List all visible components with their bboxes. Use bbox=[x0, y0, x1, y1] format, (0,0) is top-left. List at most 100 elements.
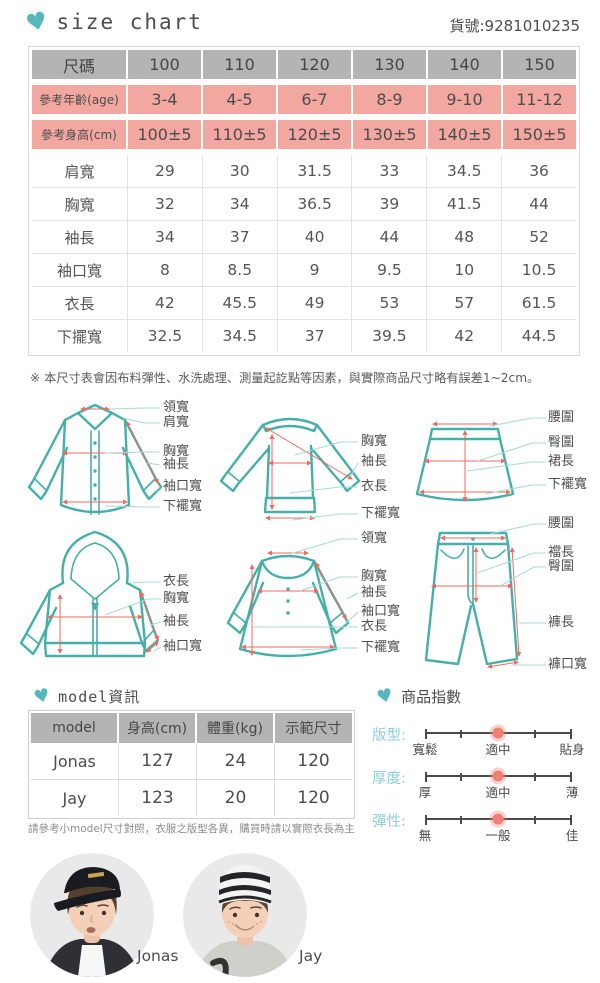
age-value: 11-12 bbox=[503, 85, 576, 114]
cell-value: 37 bbox=[202, 221, 278, 253]
size-col-label: 尺碼 bbox=[32, 50, 128, 79]
height-value: 130±5 bbox=[353, 120, 428, 149]
measure-label: 下襬寬 bbox=[361, 506, 401, 521]
col-height: 身高(cm) bbox=[119, 713, 197, 743]
measure-label: 胸寬 bbox=[163, 444, 190, 459]
slider-option: 薄 bbox=[565, 785, 579, 800]
slider-option: 無 bbox=[418, 828, 432, 843]
slider-option: 貼身 bbox=[559, 742, 585, 757]
measure-label: 臀圍 bbox=[548, 435, 575, 450]
cell-value: 57 bbox=[427, 287, 503, 319]
col-model: model bbox=[31, 713, 119, 743]
table-row: 肩寬 29 30 31.5 33 34.5 36 bbox=[32, 155, 576, 188]
slider-value-dot bbox=[492, 813, 504, 825]
height-value: 110±5 bbox=[203, 120, 278, 149]
slider-tick bbox=[460, 730, 462, 738]
measure-label: 襠長 bbox=[548, 545, 575, 560]
row-label: 袖口寬 bbox=[32, 254, 128, 286]
size-120: 120 bbox=[278, 50, 353, 79]
heart-icon: ♥ bbox=[374, 683, 396, 709]
slider-tick bbox=[570, 815, 572, 825]
measurement-diagrams: 領寬 肩寬 胸寬 袖長 袖口寬 下襬寬 胸寬 袖長 衣長 下襬寬 腰圍 臀圍 裙… bbox=[0, 393, 600, 685]
measure-label: 領寬 bbox=[163, 400, 190, 415]
model-info-note: 請參考小model尺寸對照，衣服之版型各異，購買時請以實際衣長為主 bbox=[28, 823, 355, 835]
measure-label: 裙長 bbox=[548, 454, 575, 469]
cell-value: 34 bbox=[202, 188, 278, 220]
row-label: 下擺寬 bbox=[32, 320, 128, 352]
product-index-title-text: 商品指數 bbox=[401, 688, 462, 706]
cell-value: 40 bbox=[277, 221, 353, 253]
age-value: 6-7 bbox=[278, 85, 353, 114]
cell-value: 42 bbox=[427, 320, 503, 352]
model-weight: 20 bbox=[197, 780, 275, 816]
cell-value: 32.5 bbox=[128, 320, 203, 352]
cell-value: 30 bbox=[202, 155, 278, 187]
model-demo-size: 120 bbox=[275, 743, 352, 779]
height-value: 120±5 bbox=[278, 120, 353, 149]
size-100: 100 bbox=[128, 50, 203, 79]
measure-label: 下襬寬 bbox=[548, 477, 588, 492]
col-demo-size: 示範尺寸 bbox=[275, 713, 352, 743]
shirt-diagram bbox=[27, 403, 163, 515]
slider-option: 厚 bbox=[418, 785, 432, 800]
cell-value: 42 bbox=[128, 287, 203, 319]
model-info-title-text: model資訊 bbox=[58, 688, 141, 706]
slider-option: 適中 bbox=[485, 785, 511, 800]
model-info-title: ♥ model資訊 bbox=[32, 684, 141, 708]
measure-label: 腰圍 bbox=[548, 410, 575, 425]
measure-label: 褲口寬 bbox=[548, 657, 588, 672]
cell-value: 9.5 bbox=[352, 254, 428, 286]
slider-label: 厚度: bbox=[372, 771, 406, 787]
slider-tick bbox=[534, 773, 536, 781]
cell-value: 49 bbox=[277, 287, 353, 319]
age-value: 3-4 bbox=[128, 85, 203, 114]
table-row: 下擺寬 32.5 34.5 37 39.5 42 44.5 bbox=[32, 320, 576, 352]
cell-value: 61.5 bbox=[502, 287, 576, 319]
table-row: 衣長 42 45.5 49 53 57 61.5 bbox=[32, 287, 576, 320]
model-height: 123 bbox=[119, 780, 197, 816]
table-row: Jonas 127 24 120 bbox=[31, 743, 352, 780]
age-value: 8-9 bbox=[353, 85, 428, 114]
model-photo-jay bbox=[183, 853, 307, 977]
height-value: 150±5 bbox=[503, 120, 576, 149]
measure-label: 下襬寬 bbox=[361, 640, 401, 655]
slider-option: 一般 bbox=[485, 828, 511, 843]
model-photo-name: Jonas bbox=[137, 947, 179, 965]
age-row: 參考年齡(age) 3-4 4-5 6-7 8-9 9-10 11-12 bbox=[32, 85, 576, 114]
measure-label: 袖長 bbox=[361, 454, 388, 469]
measure-label: 袖口寬 bbox=[163, 639, 203, 654]
measure-label: 胸寬 bbox=[163, 591, 190, 606]
measurement-diagrams-svg bbox=[19, 403, 546, 669]
measure-label: 下襬寬 bbox=[163, 499, 203, 514]
cell-value: 45.5 bbox=[202, 287, 278, 319]
cell-value: 33 bbox=[352, 155, 428, 187]
row-label: 衣長 bbox=[32, 287, 128, 319]
cell-value: 37 bbox=[277, 320, 353, 352]
item-number: 貨號:9281010235 bbox=[449, 17, 581, 35]
slider-track bbox=[425, 770, 572, 782]
age-value: 4-5 bbox=[203, 85, 278, 114]
slider-tick bbox=[460, 816, 462, 824]
slider-label: 彈性: bbox=[372, 814, 406, 830]
size-table-body: 肩寬 29 30 31.5 33 34.5 36 胸寬 32 34 36.5 3… bbox=[32, 155, 576, 352]
slider-thickness: 厚度: 厚 適中 薄 bbox=[372, 767, 584, 809]
jay-avatar bbox=[183, 853, 307, 977]
row-label: 袖長 bbox=[32, 221, 128, 253]
measure-label: 袖口寬 bbox=[163, 479, 203, 494]
row-label: 胸寬 bbox=[32, 188, 128, 220]
size-140: 140 bbox=[428, 50, 503, 79]
measure-label: 袖長 bbox=[361, 585, 388, 600]
model-photo-jonas bbox=[30, 853, 154, 977]
sweater-diagram bbox=[219, 417, 361, 521]
slider-option: 寬鬆 bbox=[412, 742, 438, 757]
measure-label: 袖長 bbox=[163, 457, 190, 472]
cell-value: 10.5 bbox=[502, 254, 576, 286]
cell-value: 44 bbox=[502, 188, 576, 220]
height-row-label: 參考身高(cm) bbox=[32, 120, 128, 149]
size-table-header-row: 尺碼 100 110 120 130 140 150 bbox=[32, 50, 576, 79]
model-table-header: model 身高(cm) 體重(kg) 示範尺寸 bbox=[31, 713, 352, 743]
model-table-body: Jonas 127 24 120 Jay 123 20 120 bbox=[31, 743, 352, 816]
model-demo-size: 120 bbox=[275, 780, 352, 816]
cell-value: 8 bbox=[128, 254, 203, 286]
size-150: 150 bbox=[503, 50, 576, 79]
